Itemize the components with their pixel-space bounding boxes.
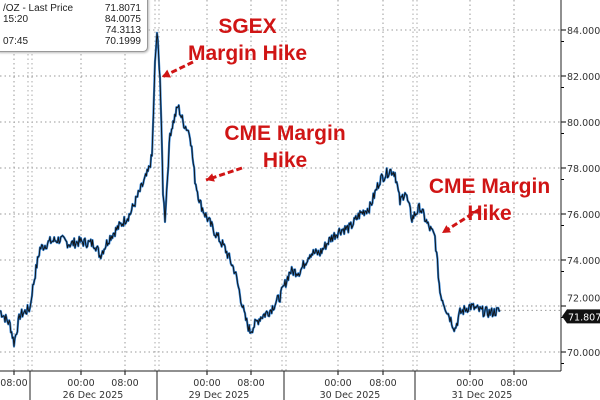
- annotation-cme-margin-hike-2: CME Margin Hike: [422, 173, 557, 227]
- legend-high-value: 84.0075: [104, 14, 141, 25]
- price-line: [0, 32, 501, 347]
- x-tick-label: 00:00: [193, 378, 220, 389]
- arrowhead-icon: [162, 69, 171, 78]
- x-tick-label: 00:00: [456, 378, 483, 389]
- legend-series-label: /OZ - Last Price: [3, 3, 74, 14]
- annotation-line: CME Margin: [224, 122, 346, 145]
- arrowhead-icon: [206, 173, 215, 182]
- x-date-label: 30 Dec 2025: [320, 390, 381, 400]
- legend-low-value: 70.1999: [104, 36, 141, 47]
- x-date-label: 31 Dec 2025: [452, 390, 513, 400]
- x-tick-label: 08:00: [500, 378, 527, 389]
- annotation-line: CME Margin: [428, 175, 551, 198]
- x-tick-label: 00:00: [324, 378, 351, 389]
- legend-low-time: 07:45: [3, 36, 29, 47]
- last-price-tag: [562, 309, 600, 324]
- annotation-sgex-margin-hike: SGEX Margin Hike: [185, 13, 310, 67]
- x-date-label: 26 Dec 2025: [63, 390, 124, 400]
- x-date-label: 29 Dec 2025: [189, 390, 250, 400]
- x-tick-label: 08:00: [0, 378, 27, 389]
- legend-last-value: 71.8071: [104, 3, 141, 14]
- x-tick-label: 08:00: [237, 378, 264, 389]
- legend-high-time: 15:20: [3, 14, 29, 25]
- annotation-cme-margin-hike-1: CME Margin Hike: [210, 120, 360, 174]
- annotation-line: Hike: [467, 202, 512, 225]
- annotation-line: SGEX: [218, 15, 277, 38]
- last-price-label: 71.8071: [568, 312, 600, 323]
- x-tick-label: 08:00: [369, 378, 396, 389]
- annotation-line: Margin Hike: [187, 42, 308, 65]
- legend-avg-value: 74.3113: [105, 25, 141, 36]
- legend-box: /OZ - Last Price 71.8071 15:20 84.0075 7…: [0, 0, 148, 52]
- x-tick-label: 08:00: [111, 378, 138, 389]
- annotation-line: Hike: [262, 149, 308, 172]
- x-tick-label: 00:00: [67, 378, 94, 389]
- arrowhead-icon: [442, 225, 451, 233]
